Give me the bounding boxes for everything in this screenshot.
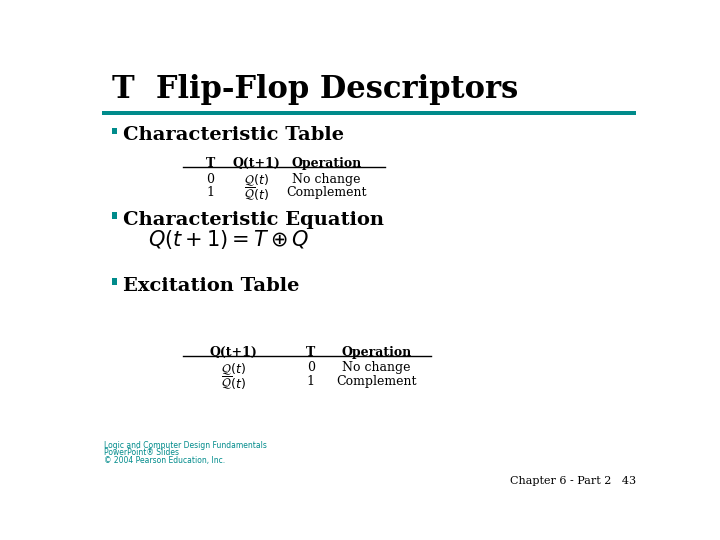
Text: T: T	[205, 157, 215, 170]
Text: No change: No change	[292, 173, 361, 186]
Text: Operation: Operation	[341, 346, 412, 359]
Bar	[112, 212, 117, 219]
Text: Characteristic Table: Characteristic Table	[122, 126, 343, 144]
Text: Q(t+1): Q(t+1)	[210, 346, 257, 359]
Text: $\mathcal{Q}(t)$: $\mathcal{Q}(t)$	[244, 173, 269, 188]
Text: PowerPoint® Slides: PowerPoint® Slides	[104, 448, 179, 457]
Text: 1: 1	[307, 375, 315, 388]
Text: T: T	[306, 346, 315, 359]
Text: Chapter 6 - Part 2   43: Chapter 6 - Part 2 43	[510, 476, 636, 486]
Text: 0: 0	[307, 361, 315, 374]
Bar	[112, 127, 117, 134]
Text: Characteristic Equation: Characteristic Equation	[122, 211, 384, 229]
Text: Q(t+1): Q(t+1)	[233, 157, 281, 170]
Text: $Q(t+1) = T \oplus Q$: $Q(t+1) = T \oplus Q$	[148, 228, 310, 251]
Text: Logic and Computer Design Fundamentals: Logic and Computer Design Fundamentals	[104, 441, 267, 450]
Text: No change: No change	[343, 361, 411, 374]
Text: Operation: Operation	[292, 157, 361, 170]
Text: T  Flip-Flop Descriptors: T Flip-Flop Descriptors	[112, 74, 518, 105]
Text: 1: 1	[206, 186, 214, 199]
Text: $\overline{\mathcal{Q}}(t)$: $\overline{\mathcal{Q}}(t)$	[244, 186, 269, 204]
Text: Excitation Table: Excitation Table	[122, 276, 299, 294]
Bar	[102, 111, 636, 115]
Text: $\mathcal{Q}(t)$: $\mathcal{Q}(t)$	[221, 361, 246, 377]
Text: Complement: Complement	[286, 186, 366, 199]
Text: © 2004 Pearson Education, Inc.: © 2004 Pearson Education, Inc.	[104, 456, 225, 465]
Text: 0: 0	[206, 173, 214, 186]
Text: $\overline{\mathcal{Q}}(t)$: $\overline{\mathcal{Q}}(t)$	[221, 375, 246, 392]
Text: Complement: Complement	[336, 375, 417, 388]
Bar	[112, 278, 117, 285]
